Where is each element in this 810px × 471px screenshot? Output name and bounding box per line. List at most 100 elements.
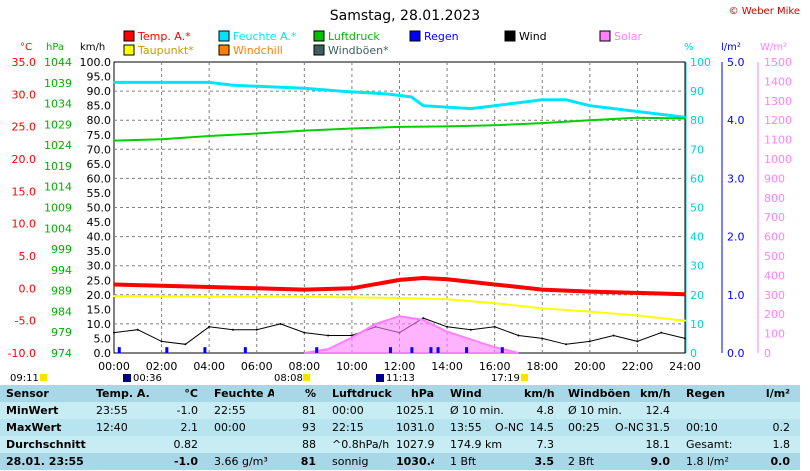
axis-tick-wind: 55.0	[87, 187, 112, 200]
table-header-cell: km/h	[640, 387, 670, 400]
x-tick-label: 20:00	[574, 360, 606, 373]
data-point	[160, 138, 163, 141]
data-point	[684, 337, 686, 340]
axis-tick-wind: 90.0	[87, 85, 112, 98]
legend-swatch	[218, 44, 230, 56]
legend-label: Wind	[519, 30, 547, 43]
data-point	[541, 122, 544, 125]
data-point	[493, 325, 496, 328]
axis-tick-temperature: 25.0	[12, 121, 37, 134]
axis-tick-solar: 200	[764, 308, 785, 321]
table-cell: 0.0	[770, 455, 791, 468]
x-tick-label: 06:00	[241, 360, 273, 373]
table-header-cell: %	[304, 387, 316, 400]
legend-label: Taupunkt*	[137, 44, 194, 57]
table-cell: MinWert	[6, 404, 59, 417]
table-cell: 00:10	[686, 421, 718, 434]
table-header: Sensor Temp. A. °C Feuchte A.% Luftdruck hPa W…	[0, 385, 800, 402]
axis-tick-pressure: 1009	[44, 202, 72, 215]
axis-tick-pressure: 994	[51, 264, 72, 277]
data-point	[350, 287, 353, 290]
table-cell	[686, 402, 756, 419]
data-point	[612, 334, 615, 337]
table-cell	[495, 402, 523, 419]
table-header-cell: Sensor	[6, 387, 49, 400]
data-point	[565, 98, 568, 101]
data-point	[422, 276, 425, 279]
series-taupunkt	[113, 295, 686, 322]
axis-tick-wind: 100.0	[80, 56, 112, 69]
table-cell	[495, 453, 523, 470]
data-point	[612, 107, 615, 110]
axis-tick-wind: 80.0	[87, 114, 112, 127]
rain-bar	[165, 347, 169, 353]
unit-solar: W/m²	[760, 42, 787, 53]
rain-bar	[436, 347, 440, 353]
data-point	[208, 286, 211, 289]
legend-label: Regen	[424, 30, 459, 43]
table-cell: 1025.1	[396, 404, 434, 417]
table-cell: 1 Bft	[450, 455, 477, 468]
data-point	[398, 125, 401, 128]
data-point	[636, 291, 639, 294]
table-cell: 1.8 l/m²	[686, 455, 729, 468]
table-cell	[495, 436, 523, 453]
axis-tick-temperature: 20.0	[12, 153, 37, 166]
axis-tick-rain: 1.0	[727, 289, 745, 302]
data-point	[160, 340, 163, 343]
table-cell: 14.5	[529, 421, 555, 434]
legend-swatch	[313, 30, 325, 42]
axis-tick-wind: 25.0	[87, 274, 112, 287]
axis-tick-wind: 0.0	[94, 347, 112, 360]
data-point	[446, 298, 449, 301]
legend-swatch	[123, 44, 135, 56]
table-cell: 4.8	[536, 404, 555, 417]
x-tick-label: 24:00	[669, 360, 701, 373]
axis-tick-humidity: 50	[690, 202, 704, 215]
moonset-icon	[123, 374, 131, 382]
table-cell: 1.8	[772, 438, 791, 451]
data-point	[660, 113, 663, 116]
unit-humidity: %	[684, 42, 694, 53]
data-point	[231, 328, 234, 331]
table-header-cell: km/h	[524, 387, 554, 400]
axis-tick-wind: 85.0	[87, 100, 112, 113]
data-point	[446, 278, 449, 281]
data-point	[303, 295, 306, 298]
data-point	[636, 116, 639, 119]
legend-label: Temp. A.*	[137, 30, 191, 43]
axis-tick-wind: 75.0	[87, 129, 112, 142]
axis-tick-solar: 100	[764, 328, 785, 341]
axis-tick-humidity: 0	[690, 347, 697, 360]
table-cell: 1027.9	[396, 438, 434, 451]
data-point	[446, 325, 449, 328]
axis-tick-temperature: -10.0	[8, 347, 36, 360]
series-temp-a	[113, 275, 686, 297]
rain-bar	[500, 347, 504, 353]
table-cell: 0.82	[173, 438, 199, 451]
table-cell: 00:00	[214, 421, 246, 434]
data-point	[386, 93, 389, 96]
copyright-text: © Weber Mike	[729, 6, 800, 17]
x-tick-label: 18:00	[526, 360, 558, 373]
table-cell: O-NO	[495, 421, 523, 434]
chart-title: Samstag, 28.01.2023	[330, 8, 480, 24]
table-row: Durchschnitt 0.82 88 ^0.8hPa/h 1027.9 174.9 k…	[0, 436, 800, 453]
data-point	[350, 127, 353, 130]
axis-tick-solar: 300	[764, 289, 785, 302]
axis-tick-humidity: 100	[690, 56, 711, 69]
axis-tick-wind: 10.0	[87, 318, 112, 331]
table-cell: 1031.0	[396, 421, 434, 434]
unit-pressure: hPa	[46, 42, 64, 53]
table-cell	[615, 402, 643, 419]
data-point	[446, 125, 449, 128]
table-row: MaxWert 12:40 2.1 00:00 93 22:15 1031.0 13:55 O-…	[0, 419, 800, 436]
axis-tick-wind: 60.0	[87, 172, 112, 185]
data-point	[231, 84, 234, 87]
x-tick-label: 12:00	[384, 360, 416, 373]
rain-bar	[243, 347, 247, 353]
data-point	[469, 107, 472, 110]
table-cell	[615, 436, 643, 453]
legend-label: Windböen*	[328, 44, 389, 57]
rain-bar	[203, 347, 207, 353]
